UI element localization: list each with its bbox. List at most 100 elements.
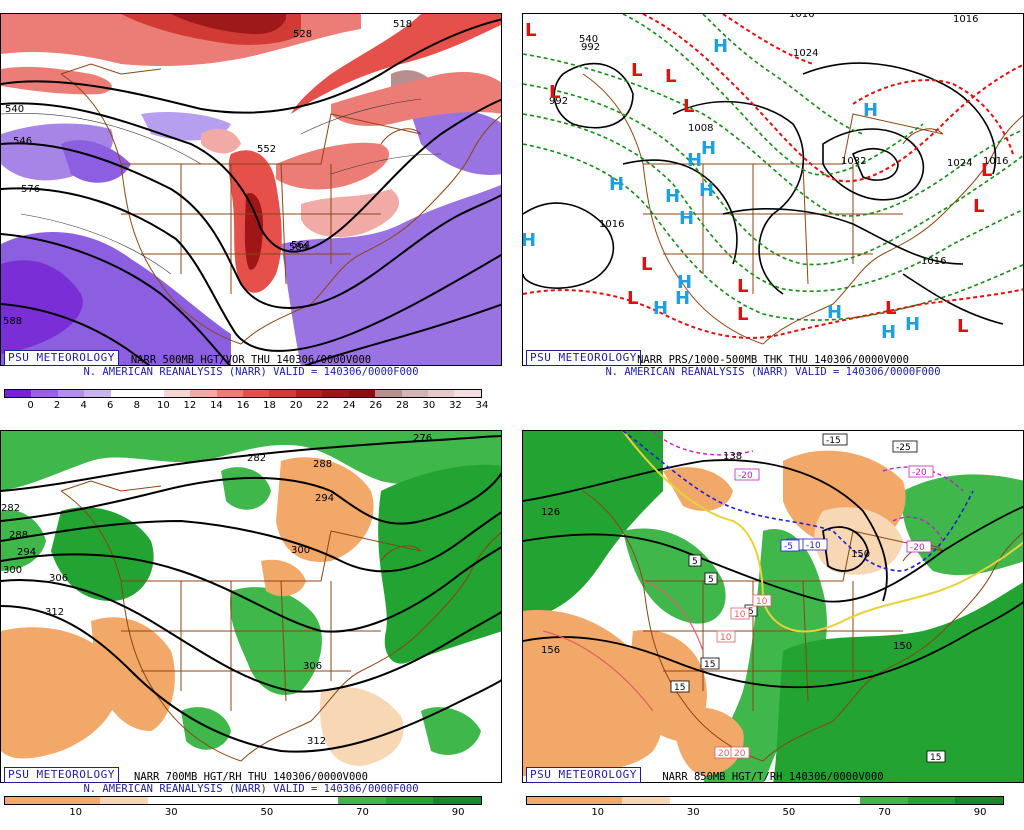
colorbar-segment	[401, 390, 428, 397]
contour-label: 288	[313, 459, 332, 470]
colorbar-tick-label: 70	[356, 807, 369, 818]
high-center: H	[881, 322, 896, 343]
contour-label: 1032	[841, 156, 866, 167]
contour-label: 150	[851, 549, 870, 560]
colorbar-tick-label: 2	[53, 400, 61, 411]
contour-label: 1016	[789, 14, 814, 20]
colorbar-segment	[137, 390, 164, 397]
contour-label: 992	[549, 96, 568, 107]
colorbar-segment	[57, 390, 85, 397]
contour-label: 1008	[688, 123, 713, 134]
high-center: H	[863, 100, 878, 121]
contour-label: 540	[579, 34, 598, 45]
colorbar-segment	[322, 390, 349, 397]
low-center: L	[631, 60, 642, 81]
map-title: NARR 500MB HGT/VOR THU 140306/0000V000	[130, 354, 372, 366]
temperature-label: -10	[802, 538, 828, 551]
colorbar-segment	[764, 797, 813, 804]
colorbar-segment	[348, 390, 376, 397]
low-center: L	[665, 66, 676, 87]
colorbar-tick-label: 28	[395, 400, 409, 411]
colorbar-segment	[84, 390, 111, 397]
panel-850mb-temp-rh: 138 126 150 156 150 -15 -25 -20 -20 -20 -5 -10…	[522, 430, 1024, 830]
contour-label: 1016	[921, 256, 946, 267]
colorbar-segment	[955, 797, 1003, 804]
low-center: L	[641, 254, 652, 275]
high-center: H	[687, 150, 702, 171]
contour-label: 1016	[983, 156, 1008, 167]
colorbar-segment	[52, 797, 101, 804]
contour-label: 312	[307, 736, 326, 747]
colorbar-tick-label: 20	[289, 400, 303, 411]
svg-text:-15: -15	[826, 436, 841, 446]
colorbar-segment	[147, 797, 196, 804]
colorbar-segment	[907, 797, 956, 804]
colorbar-segment	[110, 390, 138, 397]
high-center: H	[827, 302, 842, 323]
colorbar-segment	[338, 797, 386, 804]
map-title: NARR 850MB HGT/T/RH 140306/0000V000	[662, 771, 884, 783]
contour-label: 528	[293, 29, 312, 40]
low-center: L	[981, 160, 992, 181]
map-valid-time: N. AMERICAN REANALYSIS (NARR) VALID = 14…	[605, 366, 941, 378]
colorbar-tick-label: 10	[156, 400, 170, 411]
temperature-label: 20	[730, 746, 750, 759]
svg-text:-5: -5	[784, 542, 793, 552]
contour-label: 540	[5, 104, 24, 115]
contour-label: 1024	[947, 158, 972, 169]
colorbar-segment	[5, 797, 53, 804]
colorbar-segment	[242, 797, 291, 804]
contour-label: 282	[1, 503, 20, 514]
colorbar-tick-label: 4	[80, 400, 87, 411]
colorbar-tick-label: 34	[475, 400, 489, 411]
high-center: H	[675, 288, 690, 309]
panel-700mb-rh: 276 282 288 294 300 306 312 282 288 294 …	[0, 430, 502, 830]
svg-text:-20: -20	[912, 468, 927, 478]
colorbar-segment	[290, 797, 339, 804]
colorbar-tick-label: 14	[210, 400, 223, 411]
colorbar-tick-label: 50	[782, 807, 796, 818]
contour-label: 306	[303, 661, 322, 672]
colorbar-tick-label: 6	[107, 400, 114, 411]
contour-label: 588	[3, 316, 22, 327]
temperature-label: -5	[780, 539, 800, 552]
contour-label: 992	[581, 42, 600, 53]
contour-label: 126	[541, 507, 560, 518]
colorbar-segment	[428, 390, 455, 397]
colorbar-tick-label: 30	[164, 807, 178, 818]
colorbar-segment	[454, 390, 481, 397]
colorbar-segment	[860, 797, 908, 804]
contour-label: 282	[247, 453, 266, 464]
temperature-label: -15	[822, 433, 848, 446]
temperature-label: 20	[714, 746, 734, 759]
svg-text:5: 5	[692, 557, 698, 567]
colorbar-segment	[717, 797, 765, 804]
psu-watermark: PSU METEOROLOGY	[4, 350, 119, 366]
panel-pressure-thickness: 992 992 1008 1024 1016 1016 1016 1032 10…	[522, 13, 1024, 413]
svg-text:10: 10	[720, 633, 732, 643]
contour-label: 294	[17, 547, 36, 558]
colorbar-ticks: 10 30 50 70 90	[526, 807, 1004, 819]
colorbar-tick-label: 90	[973, 807, 987, 818]
colorbar-tick-label: 8	[133, 400, 140, 411]
colorbar-tick-label: 90	[451, 807, 465, 818]
svg-text:10: 10	[756, 597, 768, 607]
low-center: L	[737, 304, 748, 325]
high-center: H	[653, 298, 668, 319]
svg-text:15: 15	[930, 753, 941, 763]
low-center: L	[549, 82, 560, 103]
temperature-label: 10	[716, 630, 736, 643]
temperature-label: 5	[688, 554, 702, 567]
contour-label: 564	[291, 240, 310, 251]
colorbar-tick-label: 22	[316, 400, 330, 411]
high-center: H	[665, 186, 680, 207]
colorbar-segment	[195, 797, 243, 804]
svg-text:-10: -10	[806, 541, 821, 551]
colorbar-rh	[526, 796, 1004, 805]
svg-text:15: 15	[674, 683, 685, 693]
colorbar-tick-label: 24	[342, 400, 356, 411]
svg-text:-25: -25	[896, 443, 911, 453]
map-700mb: 276 282 288 294 300 306 312 282 288 294 …	[0, 430, 502, 783]
temperature-label: -20	[734, 468, 760, 481]
contour-label: 156	[541, 645, 560, 656]
